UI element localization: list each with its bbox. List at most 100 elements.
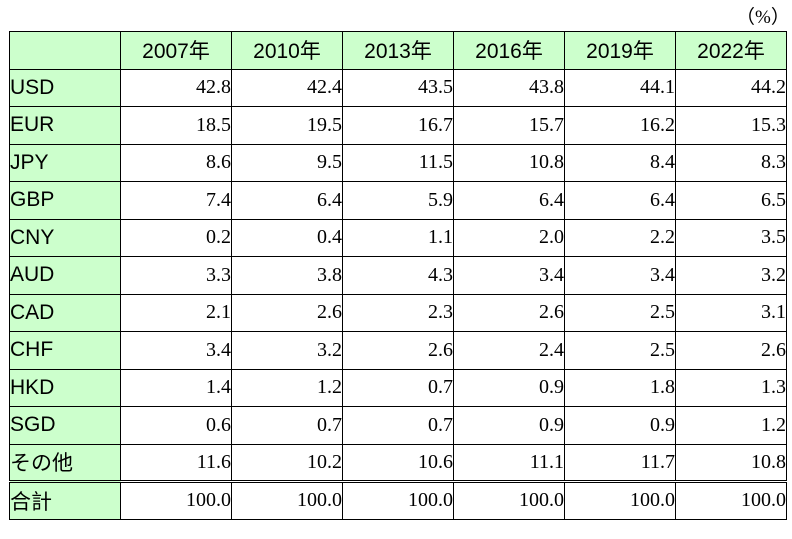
data-cell: 2.6 <box>342 331 454 370</box>
row-label: その他 <box>9 443 121 482</box>
row-label: EUR <box>9 106 121 145</box>
data-cell: 6.4 <box>453 181 565 220</box>
corner-cell <box>9 31 121 70</box>
data-cell: 43.5 <box>342 68 454 107</box>
data-cell: 3.1 <box>675 293 787 332</box>
data-cell: 1.1 <box>342 218 454 257</box>
data-cell: 2.2 <box>564 218 676 257</box>
row-label: JPY <box>9 143 121 182</box>
row-label: CHF <box>9 331 121 370</box>
data-cell: 18.5 <box>120 106 232 145</box>
data-cell: 2.1 <box>120 293 232 332</box>
data-cell: 11.5 <box>342 143 454 182</box>
data-cell: 9.5 <box>231 143 343 182</box>
data-cell: 2.6 <box>231 293 343 332</box>
table-row: AUD 3.3 3.8 4.3 3.4 3.4 3.2 <box>9 256 787 295</box>
data-cell: 8.6 <box>120 143 232 182</box>
data-cell: 10.8 <box>453 143 565 182</box>
data-cell: 19.5 <box>231 106 343 145</box>
data-cell: 0.2 <box>120 218 232 257</box>
data-cell: 2.5 <box>564 293 676 332</box>
data-cell: 44.1 <box>564 68 676 107</box>
data-cell: 16.7 <box>342 106 454 145</box>
row-label: HKD <box>9 368 121 407</box>
row-label: CAD <box>9 293 121 332</box>
data-cell: 15.7 <box>453 106 565 145</box>
total-cell: 100.0 <box>453 480 565 520</box>
row-label: SGD <box>9 406 121 445</box>
data-cell: 0.7 <box>231 406 343 445</box>
total-cell: 100.0 <box>342 480 454 520</box>
data-cell: 3.3 <box>120 256 232 295</box>
data-cell: 2.3 <box>342 293 454 332</box>
table-row: HKD 1.4 1.2 0.7 0.9 1.8 1.3 <box>9 368 787 407</box>
data-cell: 0.7 <box>342 368 454 407</box>
row-label: CNY <box>9 218 121 257</box>
data-cell: 6.4 <box>564 181 676 220</box>
data-cell: 3.2 <box>675 256 787 295</box>
data-cell: 10.6 <box>342 443 454 482</box>
row-label: GBP <box>9 181 121 220</box>
data-cell: 3.8 <box>231 256 343 295</box>
data-cell: 5.9 <box>342 181 454 220</box>
data-cell: 2.0 <box>453 218 565 257</box>
data-cell: 42.8 <box>120 68 232 107</box>
data-cell: 4.3 <box>342 256 454 295</box>
data-cell: 10.2 <box>231 443 343 482</box>
unit-label: （%） <box>736 7 790 28</box>
data-cell: 0.6 <box>120 406 232 445</box>
data-cell: 0.9 <box>453 406 565 445</box>
table-row: SGD 0.6 0.7 0.7 0.9 0.9 1.2 <box>9 406 787 445</box>
table-row: GBP 7.4 6.4 5.9 6.4 6.4 6.5 <box>9 181 787 220</box>
data-cell: 0.9 <box>453 368 565 407</box>
column-header: 2022年 <box>675 31 787 70</box>
row-label: AUD <box>9 256 121 295</box>
data-cell: 1.8 <box>564 368 676 407</box>
currency-share-table: 2007年 2010年 2013年 2016年 2019年 2022年 USD 42.8 42… <box>9 31 787 520</box>
table-row: USD 42.8 42.4 43.5 43.8 44.1 44.2 <box>9 68 787 107</box>
data-cell: 8.4 <box>564 143 676 182</box>
data-cell: 1.4 <box>120 368 232 407</box>
data-cell: 0.9 <box>564 406 676 445</box>
data-cell: 7.4 <box>120 181 232 220</box>
data-cell: 2.6 <box>453 293 565 332</box>
header-row: 2007年 2010年 2013年 2016年 2019年 2022年 <box>9 31 787 70</box>
data-cell: 3.4 <box>453 256 565 295</box>
data-cell: 15.3 <box>675 106 787 145</box>
column-header: 2007年 <box>120 31 232 70</box>
total-cell: 100.0 <box>120 480 232 520</box>
total-cell: 100.0 <box>231 480 343 520</box>
table-row: EUR 18.5 19.5 16.7 15.7 16.2 15.3 <box>9 106 787 145</box>
data-cell: 6.5 <box>675 181 787 220</box>
data-cell: 0.7 <box>342 406 454 445</box>
table-row: CAD 2.1 2.6 2.3 2.6 2.5 3.1 <box>9 293 787 332</box>
column-header: 2019年 <box>564 31 676 70</box>
data-cell: 11.6 <box>120 443 232 482</box>
table-row: CHF 3.4 3.2 2.6 2.4 2.5 2.6 <box>9 331 787 370</box>
data-cell: 2.6 <box>675 331 787 370</box>
column-header: 2010年 <box>231 31 343 70</box>
row-label: USD <box>9 68 121 107</box>
data-cell: 10.8 <box>675 443 787 482</box>
total-cell: 100.0 <box>675 480 787 520</box>
data-cell: 8.3 <box>675 143 787 182</box>
total-label: 合計 <box>9 480 121 520</box>
data-cell: 43.8 <box>453 68 565 107</box>
data-cell: 3.4 <box>120 331 232 370</box>
column-header: 2016年 <box>453 31 565 70</box>
data-cell: 2.4 <box>453 331 565 370</box>
table-row: JPY 8.6 9.5 11.5 10.8 8.4 8.3 <box>9 143 787 182</box>
column-header: 2013年 <box>342 31 454 70</box>
data-cell: 11.1 <box>453 443 565 482</box>
data-cell: 11.7 <box>564 443 676 482</box>
data-cell: 44.2 <box>675 68 787 107</box>
data-cell: 42.4 <box>231 68 343 107</box>
data-cell: 1.3 <box>675 368 787 407</box>
table-row: その他 11.6 10.2 10.6 11.1 11.7 10.8 <box>9 443 787 482</box>
data-cell: 1.2 <box>231 368 343 407</box>
data-cell: 6.4 <box>231 181 343 220</box>
data-cell: 16.2 <box>564 106 676 145</box>
data-cell: 3.4 <box>564 256 676 295</box>
table-row: CNY 0.2 0.4 1.1 2.0 2.2 3.5 <box>9 218 787 257</box>
data-cell: 2.5 <box>564 331 676 370</box>
